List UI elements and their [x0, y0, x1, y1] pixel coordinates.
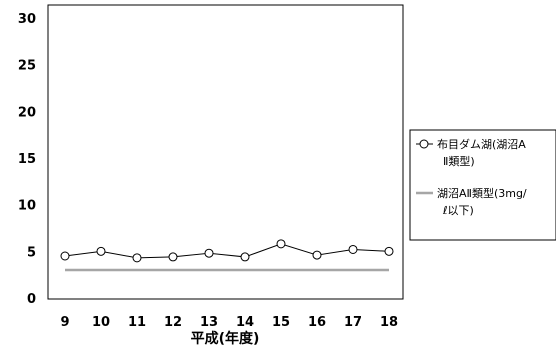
legend-swatch-marker [419, 139, 429, 149]
legend-frame [409, 129, 556, 241]
legend-label: 湖沼AⅡ類型(3mg/ [437, 186, 527, 200]
x-axis-label: 平成(年度) [191, 330, 260, 347]
series-layer [60, 239, 394, 272]
x-tick-label: 17 [344, 315, 362, 330]
x-tick-labels: 9 10 11 12 13 14 15 16 17 18 [60, 315, 398, 330]
legend: 布目ダム湖(湖沼A Ⅱ類型) 湖沼AⅡ類型(3mg/ℓ以下) [416, 137, 527, 217]
x-tick-label: 18 [380, 315, 398, 330]
legend-label: Ⅱ類型) [443, 154, 475, 168]
data-point [60, 251, 70, 261]
x-tick-label: 13 [200, 315, 218, 330]
x-tick-label: 14 [236, 315, 254, 330]
x-tick-label: 10 [92, 315, 110, 330]
x-tick-label: 12 [164, 315, 182, 330]
series-line-1 [64, 243, 390, 259]
legend-label: 布目ダム湖(湖沼A [437, 137, 526, 151]
data-point [348, 244, 358, 254]
y-tick-label: 15 [18, 152, 36, 167]
y-tick-label: 10 [18, 199, 36, 214]
data-point [276, 239, 286, 249]
data-point [132, 253, 142, 263]
y-tick-labels: 0 5 10 15 20 25 30 [18, 12, 36, 307]
y-tick-label: 5 [27, 245, 36, 260]
y-tick-label: 0 [27, 292, 36, 307]
x-tick-label: 15 [272, 315, 290, 330]
y-tick-label: 25 [18, 59, 36, 74]
data-point [312, 250, 322, 260]
data-point [204, 248, 214, 258]
data-point [96, 246, 106, 256]
x-tick-label: 16 [308, 315, 326, 330]
data-point [384, 246, 394, 256]
x-tick-label: 11 [128, 315, 146, 330]
data-point [168, 252, 178, 262]
y-tick-label: 30 [18, 12, 36, 27]
plot-area-frame [47, 4, 404, 300]
data-point [240, 252, 250, 262]
legend-label: ℓ以下) [442, 204, 474, 217]
y-tick-label: 20 [18, 105, 36, 120]
x-tick-label: 9 [60, 315, 69, 330]
